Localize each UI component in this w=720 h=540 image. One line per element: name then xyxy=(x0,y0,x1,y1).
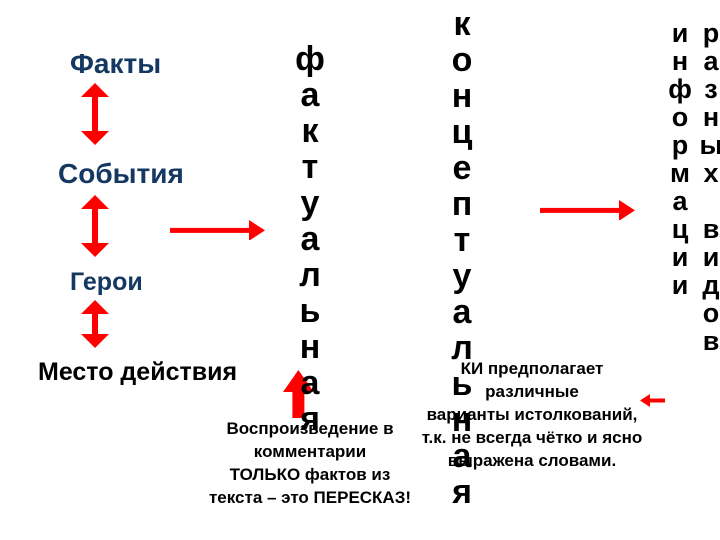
note-line: КИ предполагает различные xyxy=(412,358,652,404)
chain-node-2: Герои xyxy=(70,268,143,297)
note-line: ТОЛЬКО фактов из xyxy=(200,464,420,487)
double-arrow-icon xyxy=(81,300,109,348)
right-arrow-icon xyxy=(540,200,635,221)
right-arrow-icon xyxy=(170,220,265,241)
vertical-label-0: фактуальная xyxy=(290,40,329,360)
note-line: выражена словами. xyxy=(412,450,652,473)
note-line: комментарии xyxy=(200,441,420,464)
vertical-label-2: Взаимодействие разных видов информации xyxy=(664,18,720,524)
chain-node-3: Место действия xyxy=(38,358,237,387)
note-line: варианты истолкований, xyxy=(412,404,652,427)
double-arrow-icon xyxy=(81,83,109,145)
note-line: т.к. не всегда чётко и ясно xyxy=(412,427,652,450)
note-1: КИ предполагает различныеварианты истолк… xyxy=(412,358,652,473)
chain-node-1: События xyxy=(58,158,184,190)
note-line: текста – это ПЕРЕСКАЗ! xyxy=(200,487,420,510)
double-arrow-icon xyxy=(81,195,109,257)
vertical-label-1: концептуальная xyxy=(442,5,481,335)
chain-node-0: Факты xyxy=(70,48,161,80)
note-0: Воспроизведение вкомментарииТОЛЬКО факто… xyxy=(200,418,420,510)
note-line: Воспроизведение в xyxy=(200,418,420,441)
